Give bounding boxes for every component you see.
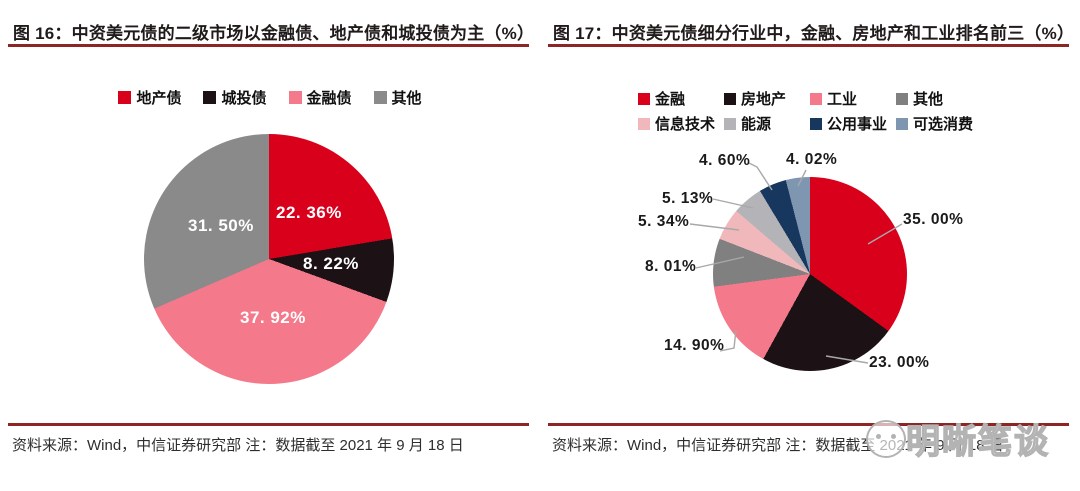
pie-value-label: 35. 00%: [903, 211, 964, 228]
legend-swatch-icon: [373, 91, 387, 104]
legend-swatch-icon: [724, 117, 736, 130]
chat-bubble-face-icon: [866, 419, 906, 458]
pie-chart-figure17: [713, 177, 907, 371]
pie-value-label: 4. 60%: [699, 152, 751, 169]
legend-swatch-icon: [896, 117, 908, 130]
figure17-source-rule: [548, 423, 1069, 426]
legend-label: 公用事业: [827, 116, 888, 133]
legend-item: 可选消费: [896, 113, 973, 134]
legend-item: 其他: [373, 87, 422, 108]
legend-item: 能源: [724, 113, 771, 134]
legend-swatch-icon: [896, 92, 908, 105]
legend-swatch-icon: [118, 91, 132, 104]
legend-item: 工业: [810, 88, 857, 109]
legend-label: 金融债: [306, 90, 352, 107]
legend-item: 地产债: [118, 87, 181, 108]
pie-value-label: 23. 00%: [869, 354, 930, 371]
legend-item: 城投债: [203, 87, 267, 108]
legend-label: 地产债: [136, 90, 182, 107]
pie-value-label: 8. 22%: [303, 254, 359, 273]
figure17-caption: 图 17：中资美元债细分行业中，金融、房地产和工业排名前三（%）: [553, 24, 1075, 43]
legend-label: 城投债: [221, 90, 267, 107]
legend-label: 信息技术: [655, 116, 716, 133]
legend-swatch-icon: [288, 91, 302, 104]
legend-item: 信息技术: [638, 113, 715, 134]
pie-value-label: 14. 90%: [664, 337, 725, 354]
watermark-text: 明晰笔谈: [905, 422, 1050, 461]
legend-swatch-icon: [810, 92, 822, 105]
legend-swatch-icon: [810, 117, 822, 130]
legend-swatch-icon: [724, 92, 736, 105]
legend-label: 能源: [741, 116, 772, 133]
figure16-source-note: 资料来源：Wind，中信证券研究部 注：数据截至 2021 年 9 月 18 日: [12, 437, 464, 454]
pie-chart-figure16: [144, 134, 394, 384]
legend-swatch-icon: [638, 117, 650, 130]
pie-value-label: 22. 36%: [276, 203, 342, 222]
legend-item: 金融: [638, 88, 685, 109]
legend-label: 可选消费: [913, 116, 974, 133]
pie-value-label: 37. 92%: [240, 308, 306, 327]
pie-value-label: 4. 02%: [786, 151, 838, 168]
pie-value-label: 31. 50%: [188, 216, 254, 235]
pie-value-label: 5. 34%: [638, 213, 690, 230]
figure16-legend: 地产债 城投债 金融债 其他: [0, 87, 540, 108]
figure17-caption-underline: [548, 44, 1069, 47]
legend-swatch-icon: [203, 91, 217, 104]
legend-swatch-icon: [638, 92, 650, 105]
legend-label: 金融: [655, 91, 686, 108]
figure16-caption-underline: [8, 44, 529, 47]
legend-label: 其他: [913, 91, 944, 108]
pie-value-label: 8. 01%: [645, 258, 697, 275]
figure16-caption: 图 16：中资美元债的二级市场以金融债、地产债和城投债为主（%）: [13, 24, 535, 43]
legend-item: 房地产: [724, 88, 786, 109]
pie-value-label: 5. 13%: [662, 190, 714, 207]
figure16-source-rule: [8, 423, 529, 426]
watermark: 明晰笔谈: [866, 414, 1050, 463]
legend-label: 其他: [391, 90, 422, 107]
legend-label: 工业: [827, 91, 858, 108]
legend-item: 公用事业: [810, 113, 887, 134]
legend-item: 其他: [896, 88, 943, 109]
legend-item: 金融债: [288, 87, 352, 108]
legend-label: 房地产: [741, 91, 787, 108]
